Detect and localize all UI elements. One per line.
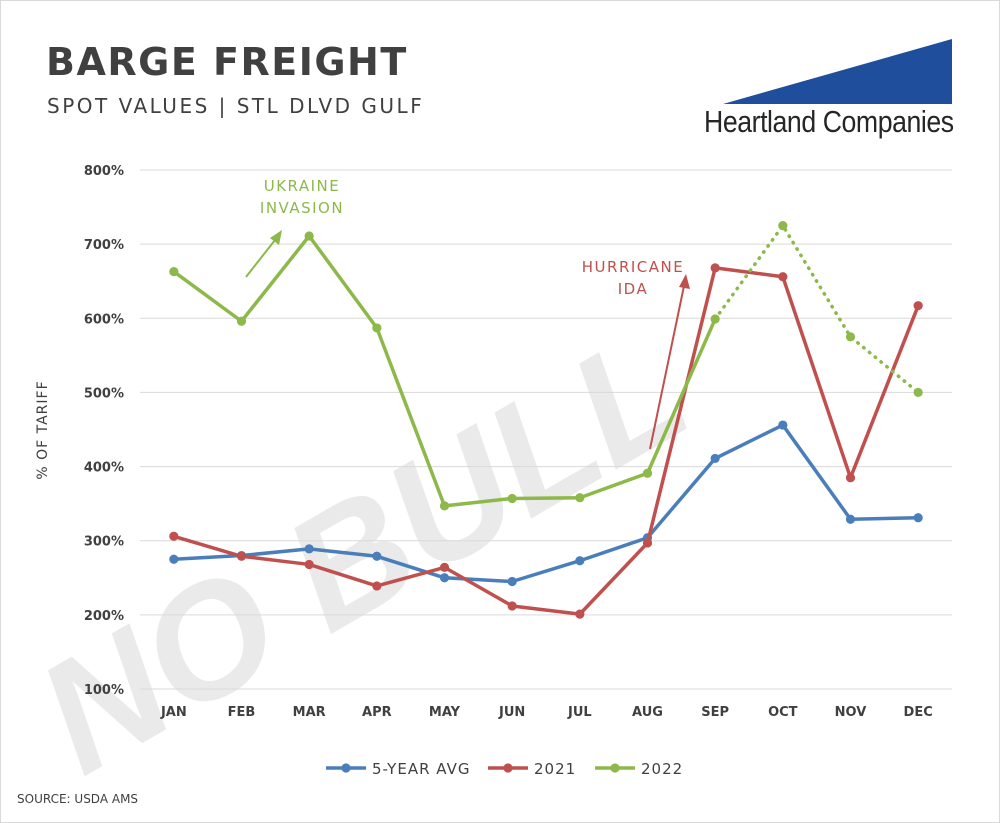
data-point [439,573,450,583]
legend-label: 5-YEAR AVG [372,760,470,778]
grid-lines [140,169,952,690]
y-tick-label: 600% [84,312,124,327]
annotations: UKRAINE INVASION HURRICANE IDA [245,177,690,450]
data-point [372,323,382,333]
series-line-dotted [713,222,920,395]
data-point [778,420,788,430]
data-point [642,538,653,548]
series-line [172,266,920,616]
x-tick-label: SEP [701,705,729,720]
data-point [575,609,585,619]
hurricane-arrow-head-icon [679,274,690,289]
data-point [169,531,179,541]
logo-wedge-icon [723,39,952,104]
data-point [439,501,450,511]
data-point [575,556,585,566]
data-point [304,544,314,554]
series-line [172,423,920,584]
legend: 5-YEAR AVG 2021 2022 [326,760,683,778]
data-point [778,272,788,282]
x-tick-label: NOV [835,705,867,720]
data-point [913,513,923,523]
ukraine-arrow-line [245,239,276,278]
ukraine-arrow-head-icon [270,230,282,245]
y-tick-label: 100% [84,683,124,698]
data-point [710,263,720,273]
data-point [507,576,517,587]
series-3 [169,221,923,511]
data-point [304,231,314,241]
x-tick-label: DEC [904,705,933,720]
data-point [710,314,720,324]
series-1 [169,420,923,587]
annotation-hurricane: HURRICANE [582,258,684,276]
data-point [169,266,179,277]
y-tick-label: 500% [84,386,124,401]
y-tick-label: 800% [84,164,124,179]
y-tick-label: 300% [84,535,124,550]
data-point [845,332,856,342]
legend-label: 2021 [534,760,576,778]
x-tick-label: APR [362,705,392,720]
data-point [642,468,653,478]
logo-text: Heartland Companies [704,104,954,139]
data-point [236,551,247,561]
data-point [169,554,179,564]
data-point [913,301,923,311]
data-point [304,559,314,570]
data-point [372,581,382,591]
x-tick-label: JAN [160,705,187,720]
x-tick-label: AUG [632,705,663,720]
x-tick-label: JUL [567,705,592,720]
data-point [845,473,856,483]
annotation-ukraine: UKRAINE [264,177,341,195]
series-lines [169,221,923,619]
x-tick-label: OCT [768,705,798,720]
y-tick-label: 400% [84,461,124,476]
chart-title: BARGE FREIGHT [46,40,408,84]
data-point [575,493,585,503]
source-note: SOURCE: USDA AMS [17,792,139,806]
data-point [372,551,382,561]
legend-marker [341,763,351,773]
x-tick-label: MAY [429,705,461,720]
data-point [710,453,720,464]
data-point [236,316,247,326]
x-tick-label: MAR [293,705,326,720]
data-point [507,601,517,611]
x-tick-label: JUN [498,705,525,720]
chart-subtitle: SPOT VALUES | STL DLVD GULF [47,94,425,118]
y-tick-label: 700% [84,238,124,253]
y-tick-label: 200% [84,609,124,624]
x-tick-label: FEB [228,705,256,720]
x-axis-ticks: JAN FEB MAR APR MAY JUN JUL AUG SEP OCT NOV DEC [160,705,933,720]
y-axis-ticks: 100% 200% 300% 400% 500% 600% 700% 800% [84,164,124,698]
legend-label: 2022 [641,760,683,778]
legend-marker [610,763,620,773]
annotation-ukraine: INVASION [260,199,344,217]
data-point [913,387,923,398]
data-point [507,493,517,504]
data-point [845,514,856,524]
annotation-hurricane: IDA [618,280,648,298]
series-2 [169,263,923,619]
hurricane-arrow-line [649,285,685,450]
legend-marker [503,763,513,773]
data-point [439,562,450,573]
y-axis-label: % OF TARIFF [35,380,51,479]
data-point [778,221,788,231]
